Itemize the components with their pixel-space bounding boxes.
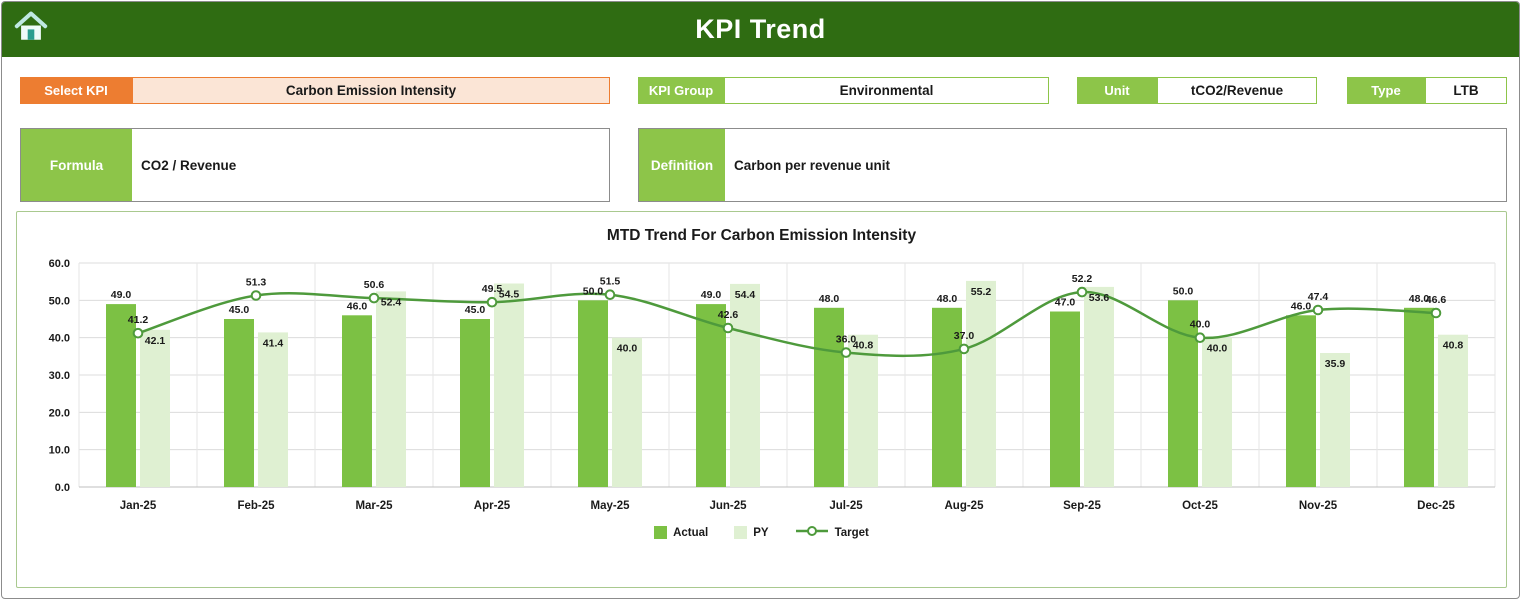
select-kpi-label: Select KPI <box>20 77 132 104</box>
svg-text:Feb-25: Feb-25 <box>237 500 275 512</box>
svg-text:45.0: 45.0 <box>228 304 249 316</box>
definition-value: Carbon per revenue unit <box>725 129 1506 201</box>
svg-text:40.0: 40.0 <box>616 343 637 355</box>
legend-swatch-py <box>734 526 748 539</box>
svg-text:42.1: 42.1 <box>144 335 165 347</box>
svg-text:46.0: 46.0 <box>346 300 367 312</box>
svg-text:35.9: 35.9 <box>1324 358 1345 370</box>
svg-text:52.4: 52.4 <box>380 296 401 308</box>
svg-text:41.4: 41.4 <box>262 337 283 349</box>
kpi-group-label: KPI Group <box>638 77 724 104</box>
svg-text:50.0: 50.0 <box>1172 285 1193 297</box>
svg-text:50.6: 50.6 <box>363 279 384 291</box>
svg-text:50.0: 50.0 <box>48 295 69 307</box>
trend-chart-panel: MTD Trend For Carbon Emission Intensity … <box>16 211 1507 588</box>
svg-text:47.0: 47.0 <box>1054 297 1075 309</box>
svg-text:Jan-25: Jan-25 <box>119 500 156 512</box>
svg-text:42.6: 42.6 <box>717 309 738 321</box>
unit-control: Unit tCO2/Revenue <box>1077 77 1317 104</box>
trend-chart: 0.0 10.0 20.0 30.0 40.0 50.0 60.0 Jan-25 Feb-25 M… <box>48 258 1495 512</box>
type-control: Type LTB <box>1347 77 1507 104</box>
type-label: Type <box>1347 77 1425 104</box>
svg-text:Oct-25: Oct-25 <box>1182 500 1218 512</box>
type-value: LTB <box>1425 77 1507 104</box>
legend-swatch-actual <box>654 526 668 539</box>
svg-text:Sep-25: Sep-25 <box>1063 500 1101 512</box>
svg-text:40.0: 40.0 <box>1189 319 1210 331</box>
svg-text:Dec-25: Dec-25 <box>1417 500 1455 512</box>
legend-label-actual: Actual <box>673 526 709 539</box>
svg-text:49.5: 49.5 <box>481 283 502 295</box>
kpi-group-control: KPI Group Environmental <box>638 77 1049 104</box>
svg-text:46.0: 46.0 <box>1290 300 1311 312</box>
svg-text:Jun-25: Jun-25 <box>709 500 747 512</box>
svg-text:May-25: May-25 <box>590 500 630 512</box>
svg-text:51.3: 51.3 <box>245 277 266 289</box>
svg-text:46.6: 46.6 <box>1425 294 1446 306</box>
formula-value: CO2 / Revenue <box>132 129 609 201</box>
svg-text:Jul-25: Jul-25 <box>829 500 863 512</box>
svg-text:Mar-25: Mar-25 <box>355 500 393 512</box>
legend-item-target: Target <box>795 525 869 540</box>
svg-text:36.0: 36.0 <box>835 334 856 346</box>
svg-text:20.0: 20.0 <box>48 407 69 419</box>
formula-label: Formula <box>21 129 132 201</box>
svg-text:30.0: 30.0 <box>48 370 69 382</box>
header: KPI Trend <box>2 2 1519 57</box>
home-icon <box>13 9 49 50</box>
home-button[interactable] <box>11 9 51 49</box>
legend-swatch-target <box>795 525 829 540</box>
svg-text:47.4: 47.4 <box>1307 291 1328 303</box>
svg-text:48.0: 48.0 <box>1408 293 1429 305</box>
definition-box: Definition Carbon per revenue unit <box>638 128 1507 202</box>
page-title: KPI Trend <box>695 14 826 44</box>
svg-text:0.0: 0.0 <box>54 482 69 494</box>
svg-text:48.0: 48.0 <box>818 293 839 305</box>
svg-text:45.0: 45.0 <box>464 304 485 316</box>
svg-text:55.2: 55.2 <box>970 286 991 298</box>
chart-title: MTD Trend For Carbon Emission Intensity <box>606 227 917 244</box>
svg-text:Nov-25: Nov-25 <box>1298 500 1337 512</box>
svg-text:40.8: 40.8 <box>852 340 873 352</box>
svg-text:40.0: 40.0 <box>1206 343 1227 355</box>
unit-value: tCO2/Revenue <box>1157 77 1317 104</box>
svg-text:41.2: 41.2 <box>127 314 148 326</box>
formula-box: Formula CO2 / Revenue <box>20 128 610 202</box>
svg-text:52.2: 52.2 <box>1071 273 1092 285</box>
svg-text:48.0: 48.0 <box>936 293 957 305</box>
kpi-group-value: Environmental <box>724 77 1049 104</box>
svg-text:53.6: 53.6 <box>1088 292 1109 304</box>
legend-label-py: PY <box>753 526 769 539</box>
select-kpi-value[interactable]: Carbon Emission Intensity <box>132 77 610 104</box>
svg-text:54.5: 54.5 <box>498 289 519 301</box>
chart-legend: Actual PY Target <box>17 525 1506 540</box>
svg-text:54.4: 54.4 <box>734 289 755 301</box>
legend-label-target: Target <box>834 526 869 539</box>
svg-text:10.0: 10.0 <box>48 445 69 457</box>
select-kpi-control: Select KPI Carbon Emission Intensity <box>20 77 610 104</box>
svg-text:Apr-25: Apr-25 <box>473 500 510 512</box>
svg-text:51.5: 51.5 <box>599 276 620 288</box>
svg-text:50.0: 50.0 <box>582 285 603 297</box>
definition-label: Definition <box>639 129 725 201</box>
legend-item-py: PY <box>734 526 769 539</box>
svg-text:49.0: 49.0 <box>110 289 131 301</box>
svg-text:60.0: 60.0 <box>48 258 69 270</box>
svg-text:49.0: 49.0 <box>700 289 721 301</box>
svg-text:40.8: 40.8 <box>1442 340 1463 352</box>
unit-label: Unit <box>1077 77 1157 104</box>
svg-text:37.0: 37.0 <box>953 330 974 342</box>
legend-item-actual: Actual <box>654 526 708 539</box>
svg-text:Aug-25: Aug-25 <box>944 500 984 512</box>
svg-text:40.0: 40.0 <box>48 333 69 345</box>
